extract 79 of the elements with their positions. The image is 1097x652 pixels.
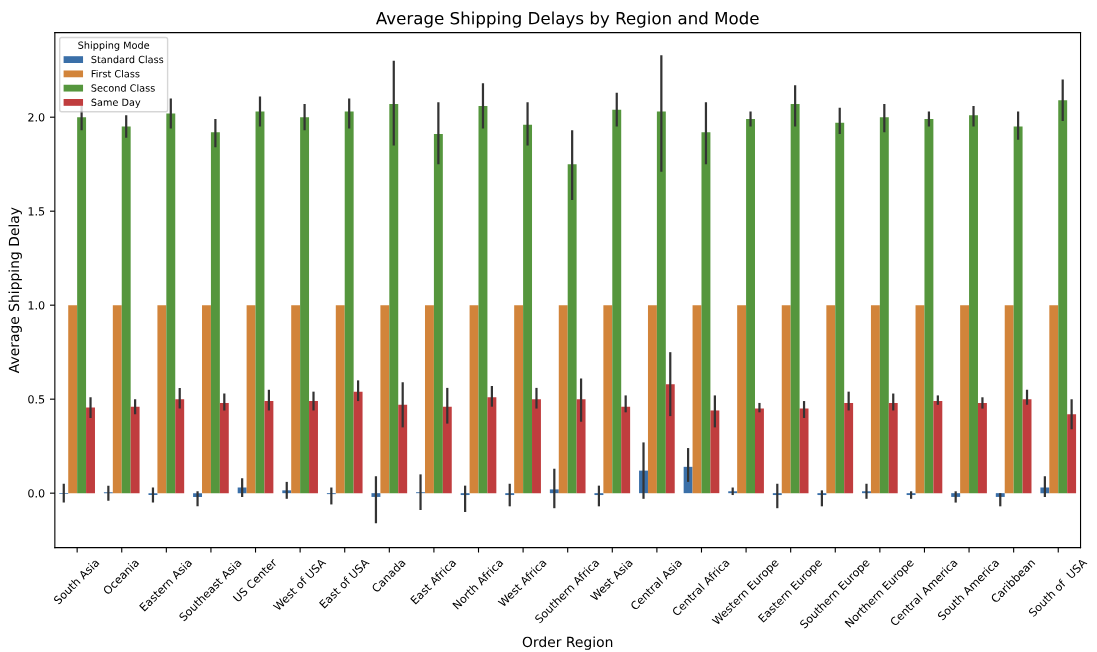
bar [799,408,809,494]
y-tick-label: 1.5 [28,207,45,216]
bar [166,113,176,494]
bar [1004,305,1014,494]
bar [835,122,845,494]
legend-label: Same Day [91,98,141,108]
bar [888,402,898,494]
bar [755,408,764,494]
legend-title: Shipping Mode [78,41,150,51]
y-tick-label: 0.0 [28,489,45,498]
bar [692,305,702,494]
bar [879,117,889,494]
bar [826,305,836,494]
bar [969,115,978,494]
bar [781,305,791,494]
bar [915,305,925,494]
bar [219,402,229,494]
bar [612,109,622,494]
bar [567,164,577,494]
bar [647,305,657,494]
bar [112,305,122,494]
bar [621,406,631,494]
bar [924,119,934,494]
bar [130,406,140,494]
bar [380,305,390,494]
bar [487,397,497,494]
chart-title: Average Shipping Delays by Region and Mode [375,11,759,28]
bar [737,305,747,494]
bar [121,126,131,494]
bar [1067,414,1077,494]
bar [665,384,675,494]
bar [246,305,256,494]
bar [309,401,318,494]
bar [701,132,711,494]
legend-label: Standard Class [91,55,164,64]
y-axis-title: Average Shipping Delay [8,207,22,374]
bar [300,117,310,494]
bar [1049,305,1059,494]
bar [210,132,220,494]
bar [353,391,363,494]
y-tick-label: 1.0 [28,301,45,310]
bar [558,305,568,494]
bar [1058,100,1068,494]
bar [790,104,800,494]
bar [603,305,613,494]
bar [960,305,970,494]
bar [656,111,666,494]
bar [933,401,943,494]
bar [977,402,987,494]
bar [576,399,586,494]
y-tick-label: 2.0 [28,113,45,122]
bar [398,404,408,494]
legend-label: Second Class [91,84,155,92]
bar [433,134,443,494]
bar [157,305,167,494]
bar [175,399,185,494]
bar [335,305,345,494]
bar [344,111,354,494]
bar [514,305,524,494]
bar [389,104,399,494]
bar [870,305,880,494]
bar [68,305,78,494]
legend-label: First Class [91,69,140,78]
x-axis-title: Order Region [522,636,613,650]
bar [424,305,434,494]
bar [523,124,533,494]
bar [710,410,720,494]
bar [844,402,854,494]
bar [532,399,541,494]
bar [746,119,755,494]
bar [291,305,301,494]
bar [202,305,211,494]
bar [469,305,479,494]
y-tick-label: 0.5 [28,395,45,404]
bar [86,407,95,494]
bar [442,406,452,494]
bar [264,401,274,494]
bar [1013,126,1023,494]
bar [77,117,87,494]
